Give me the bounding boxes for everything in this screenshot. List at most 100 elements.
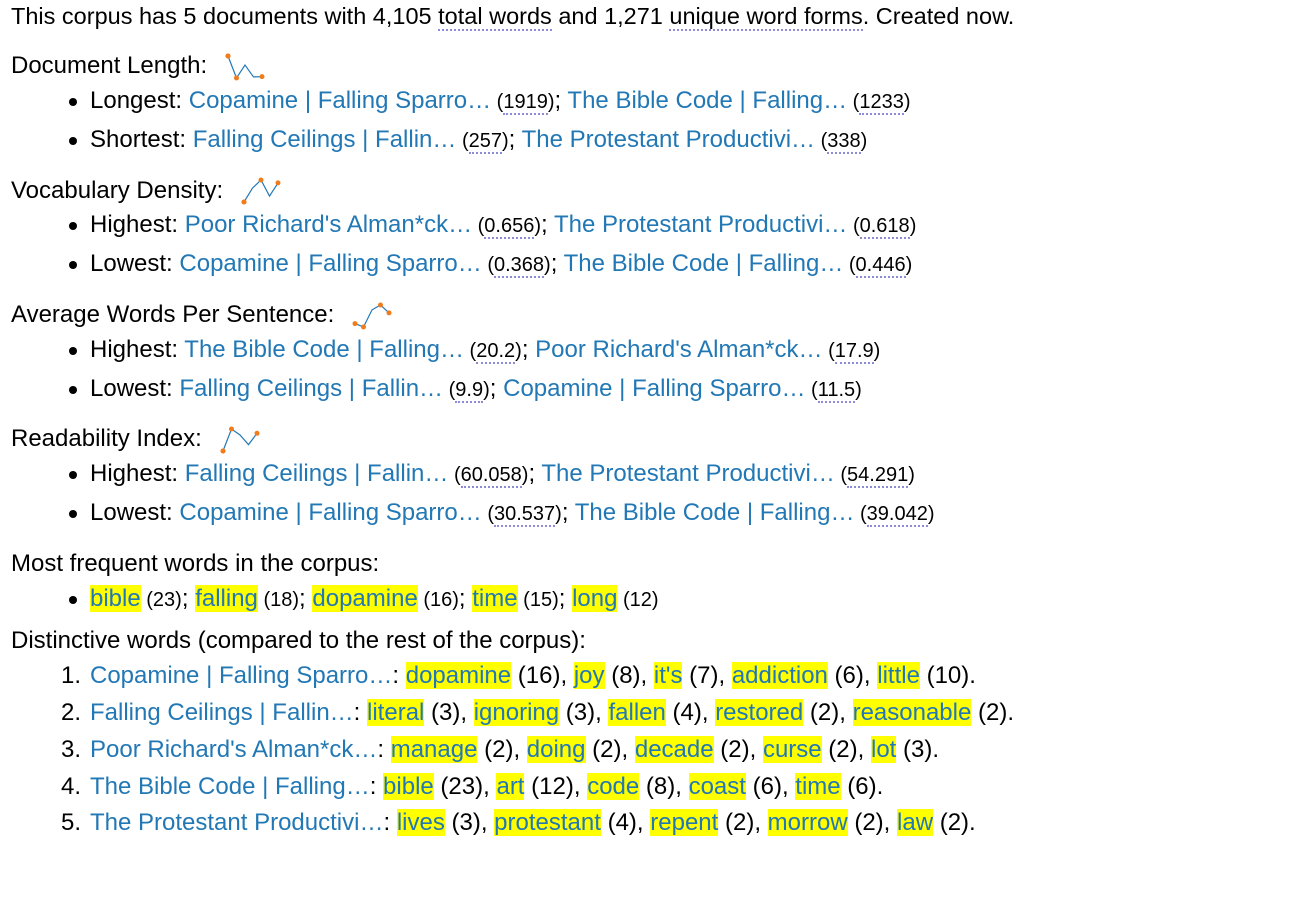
distinctive-word[interactable]: little bbox=[877, 662, 920, 690]
distinctive-word[interactable]: curse bbox=[762, 735, 822, 763]
distinctive-word[interactable]: repent bbox=[650, 809, 719, 837]
frequent-word[interactable]: falling bbox=[195, 584, 258, 612]
document-link[interactable]: The Protestant Productivi… bbox=[521, 125, 816, 153]
metric-number[interactable]: 0.368 bbox=[493, 254, 545, 279]
frequent-word[interactable]: bible bbox=[90, 584, 141, 612]
distinctive-word[interactable]: it's bbox=[653, 662, 683, 690]
distinctive-words-title: Distinctive words (compared to the rest … bbox=[11, 627, 586, 655]
distinctive-word[interactable]: dopamine bbox=[405, 662, 512, 690]
document-link[interactable]: Copamine | Falling Sparro… bbox=[188, 86, 492, 114]
metric-number[interactable]: 338 bbox=[827, 129, 861, 154]
metric-section: Document Length: Longest: Copamine | Fall… bbox=[11, 52, 1306, 154]
document-link[interactable]: Copamine | Falling Sparro… bbox=[503, 374, 806, 402]
metric-value: (257) bbox=[456, 129, 509, 154]
distinctive-word[interactable]: restored bbox=[715, 698, 804, 726]
metric-number[interactable]: 257 bbox=[468, 129, 502, 154]
distinctive-word[interactable]: ignoring bbox=[473, 698, 560, 726]
unique-words-term[interactable]: unique word forms bbox=[669, 3, 863, 31]
distinctive-word[interactable]: morrow bbox=[767, 809, 848, 837]
metric-number[interactable]: 0.618 bbox=[859, 215, 910, 240]
frequent-word[interactable]: long bbox=[572, 584, 618, 612]
metric-number[interactable]: 9.9 bbox=[455, 378, 484, 403]
metric-number[interactable]: 54.291 bbox=[847, 464, 909, 489]
sparkline-chart[interactable] bbox=[225, 53, 265, 81]
metric-row-label: Longest: bbox=[90, 86, 189, 114]
metric-number[interactable]: 60.058 bbox=[460, 464, 522, 489]
summary-text: This corpus has 5 documents with 4,105 bbox=[11, 3, 439, 29]
word-count: (23) bbox=[140, 588, 182, 611]
document-link[interactable]: The Bible Code | Falling… bbox=[574, 498, 855, 526]
sparkline-point bbox=[241, 199, 247, 205]
sparkline-chart[interactable] bbox=[352, 302, 392, 330]
distinctive-word[interactable]: manage bbox=[390, 735, 478, 763]
document-link[interactable]: Copamine | Falling Sparro… bbox=[90, 662, 393, 690]
sparkline-chart[interactable] bbox=[241, 177, 281, 205]
metric-number[interactable]: 30.537 bbox=[493, 502, 556, 527]
document-link[interactable]: The Bible Code | Falling… bbox=[567, 86, 848, 114]
distinctive-row: 2. Falling Ceilings | Fallin…: literal (3… bbox=[61, 698, 1015, 726]
distinctive-word[interactable]: reasonable bbox=[852, 698, 972, 726]
distinctive-word[interactable]: code bbox=[587, 772, 640, 800]
distinctive-word[interactable]: bible bbox=[383, 772, 434, 800]
distinctive-words-section: Distinctive words (compared to the rest … bbox=[11, 627, 1306, 838]
total-words-term[interactable]: total words bbox=[438, 3, 552, 31]
sparkline-line bbox=[222, 428, 258, 452]
frequent-word[interactable]: time bbox=[472, 584, 518, 612]
distinctive-word[interactable]: law bbox=[897, 809, 934, 837]
distinctive-word[interactable]: doing bbox=[526, 735, 586, 763]
metric-value: (54.291) bbox=[834, 464, 915, 489]
word-count: (2) bbox=[933, 809, 970, 837]
document-link[interactable]: Falling Ceilings | Fallin… bbox=[192, 125, 457, 153]
document-link[interactable]: Copamine | Falling Sparro… bbox=[179, 498, 482, 526]
metric-number[interactable]: 0.656 bbox=[484, 215, 535, 240]
document-link[interactable]: The Protestant Productivi… bbox=[90, 809, 384, 837]
metric-number[interactable]: 1919 bbox=[503, 90, 548, 115]
distinctive-word[interactable]: fallen bbox=[608, 698, 666, 726]
metric-number[interactable]: 0.446 bbox=[855, 254, 906, 279]
metric-row: Lowest: Falling Ceilings | Fallin… (9.9)… bbox=[69, 374, 1306, 404]
distinctive-word[interactable]: protestant bbox=[494, 809, 601, 837]
document-link[interactable]: Poor Richard's Alman*ck… bbox=[535, 335, 823, 363]
metric-number[interactable]: 39.042 bbox=[866, 502, 928, 527]
frequent-word[interactable]: dopamine bbox=[312, 584, 418, 612]
document-link[interactable]: Copamine | Falling Sparro… bbox=[179, 250, 482, 278]
frequent-words-row: bible (23); falling (18); dopamine (16);… bbox=[69, 584, 1306, 614]
distinctive-word[interactable]: time bbox=[795, 772, 841, 800]
metric-value: (1233) bbox=[847, 90, 911, 115]
metric-number[interactable]: 1233 bbox=[859, 90, 904, 115]
document-link[interactable]: The Bible Code | Falling… bbox=[184, 335, 464, 363]
distinctive-word[interactable]: addiction bbox=[731, 662, 828, 690]
document-link[interactable]: Falling Ceilings | Fallin… bbox=[184, 460, 449, 488]
metric-number[interactable]: 11.5 bbox=[817, 378, 856, 403]
distinctive-word[interactable]: art bbox=[496, 772, 525, 800]
distinctive-word[interactable]: lives bbox=[396, 809, 445, 837]
metric-row-label: Highest: bbox=[90, 211, 185, 239]
document-link[interactable]: The Protestant Productivi… bbox=[541, 460, 835, 488]
document-link[interactable]: The Bible Code | Falling… bbox=[90, 772, 370, 800]
metric-number[interactable]: 20.2 bbox=[476, 339, 516, 364]
metric-value: (30.537) bbox=[481, 502, 562, 527]
sparkline-chart[interactable] bbox=[220, 426, 260, 454]
word-count: (7) bbox=[682, 662, 719, 690]
distinctive-word[interactable]: joy bbox=[573, 662, 605, 690]
document-link[interactable]: The Protestant Productivi… bbox=[553, 211, 848, 239]
distinctive-word[interactable]: literal bbox=[367, 698, 425, 726]
metric-section-header: Readability Index: bbox=[11, 425, 1306, 454]
corpus-summary: This corpus has 5 documents with 4,105 t… bbox=[11, 2, 1306, 31]
metric-section: Readability Index: Highest: Falling Ceili… bbox=[11, 425, 1306, 527]
metric-value: (1919) bbox=[491, 90, 555, 115]
document-link[interactable]: Falling Ceilings | Fallin… bbox=[179, 374, 444, 402]
row-number: 4. bbox=[61, 772, 82, 800]
metric-number[interactable]: 17.9 bbox=[834, 339, 874, 364]
distinctive-word[interactable]: coast bbox=[688, 772, 746, 800]
distinctive-word[interactable]: decade bbox=[634, 735, 714, 763]
metric-row-label: Shortest: bbox=[90, 125, 193, 153]
distinctive-word[interactable]: lot bbox=[870, 735, 897, 763]
document-link[interactable]: The Bible Code | Falling… bbox=[563, 250, 844, 278]
document-link[interactable]: Poor Richard's Alman*ck… bbox=[90, 735, 378, 763]
document-link[interactable]: Falling Ceilings | Fallin… bbox=[90, 698, 354, 726]
metric-value: (338) bbox=[815, 129, 868, 154]
metric-title: Readability Index: bbox=[11, 425, 202, 453]
word-count: (2) bbox=[803, 698, 840, 726]
document-link[interactable]: Poor Richard's Alman*ck… bbox=[184, 211, 473, 239]
